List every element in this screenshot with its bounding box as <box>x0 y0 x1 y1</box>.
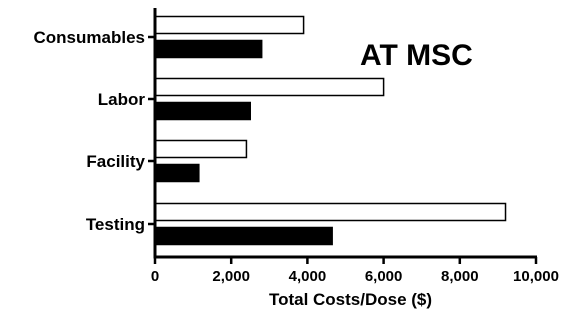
x-tick-label: 6,000 <box>365 268 403 285</box>
bar-testing-series-2 <box>154 226 333 246</box>
bar-facility-series-1 <box>154 139 248 159</box>
x-axis-label: Total Costs/Dose ($) <box>269 290 432 309</box>
x-tick-label: 8,000 <box>441 268 479 285</box>
x-tick-label: 10,000 <box>513 268 559 285</box>
x-ticks: 0 2,000 4,000 6,000 8,000 10,000 <box>151 257 559 285</box>
chart-annotation: AT MSC <box>360 39 473 72</box>
bar-consumables-series-1 <box>154 15 305 35</box>
y-tick-label-facility: Facility <box>86 152 145 171</box>
bar-labor-series-2 <box>154 101 251 121</box>
x-tick-label: 2,000 <box>212 268 250 285</box>
bar-consumables-series-2 <box>154 39 263 59</box>
y-ticks: Consumables Labor Facility Testing <box>34 28 155 234</box>
bar-testing-series-1 <box>154 202 507 222</box>
y-tick-label-labor: Labor <box>98 90 146 109</box>
bar-facility-series-2 <box>154 163 200 183</box>
bar-labor-series-1 <box>154 77 385 97</box>
y-tick-label-testing: Testing <box>86 215 145 234</box>
y-tick-label-consumables: Consumables <box>34 28 145 47</box>
x-tick-label: 0 <box>151 268 159 285</box>
x-tick-label: 4,000 <box>289 268 327 285</box>
